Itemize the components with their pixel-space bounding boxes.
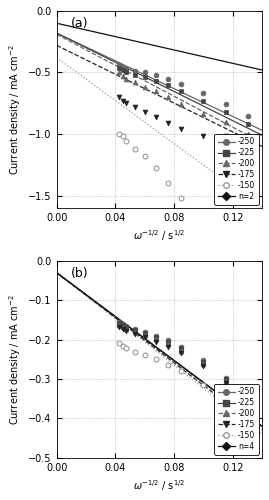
X-axis label: $\omega^{-1/2}$ / s$^{1/2}$: $\omega^{-1/2}$ / s$^{1/2}$	[133, 228, 185, 243]
X-axis label: $\omega^{-1/2}$ / s$^{1/2}$: $\omega^{-1/2}$ / s$^{1/2}$	[133, 478, 185, 493]
Legend: -250, -225, -200, -175, -150, n=4: -250, -225, -200, -175, -150, n=4	[214, 384, 259, 455]
Legend: -250, -225, -200, -175, -150, n=2: -250, -225, -200, -175, -150, n=2	[214, 134, 259, 205]
Text: (a): (a)	[71, 17, 89, 30]
Y-axis label: Current density / mA cm$^{-2}$: Current density / mA cm$^{-2}$	[7, 44, 23, 175]
Text: (b): (b)	[71, 267, 89, 280]
Y-axis label: Current density / mA cm$^{-2}$: Current density / mA cm$^{-2}$	[7, 294, 23, 425]
